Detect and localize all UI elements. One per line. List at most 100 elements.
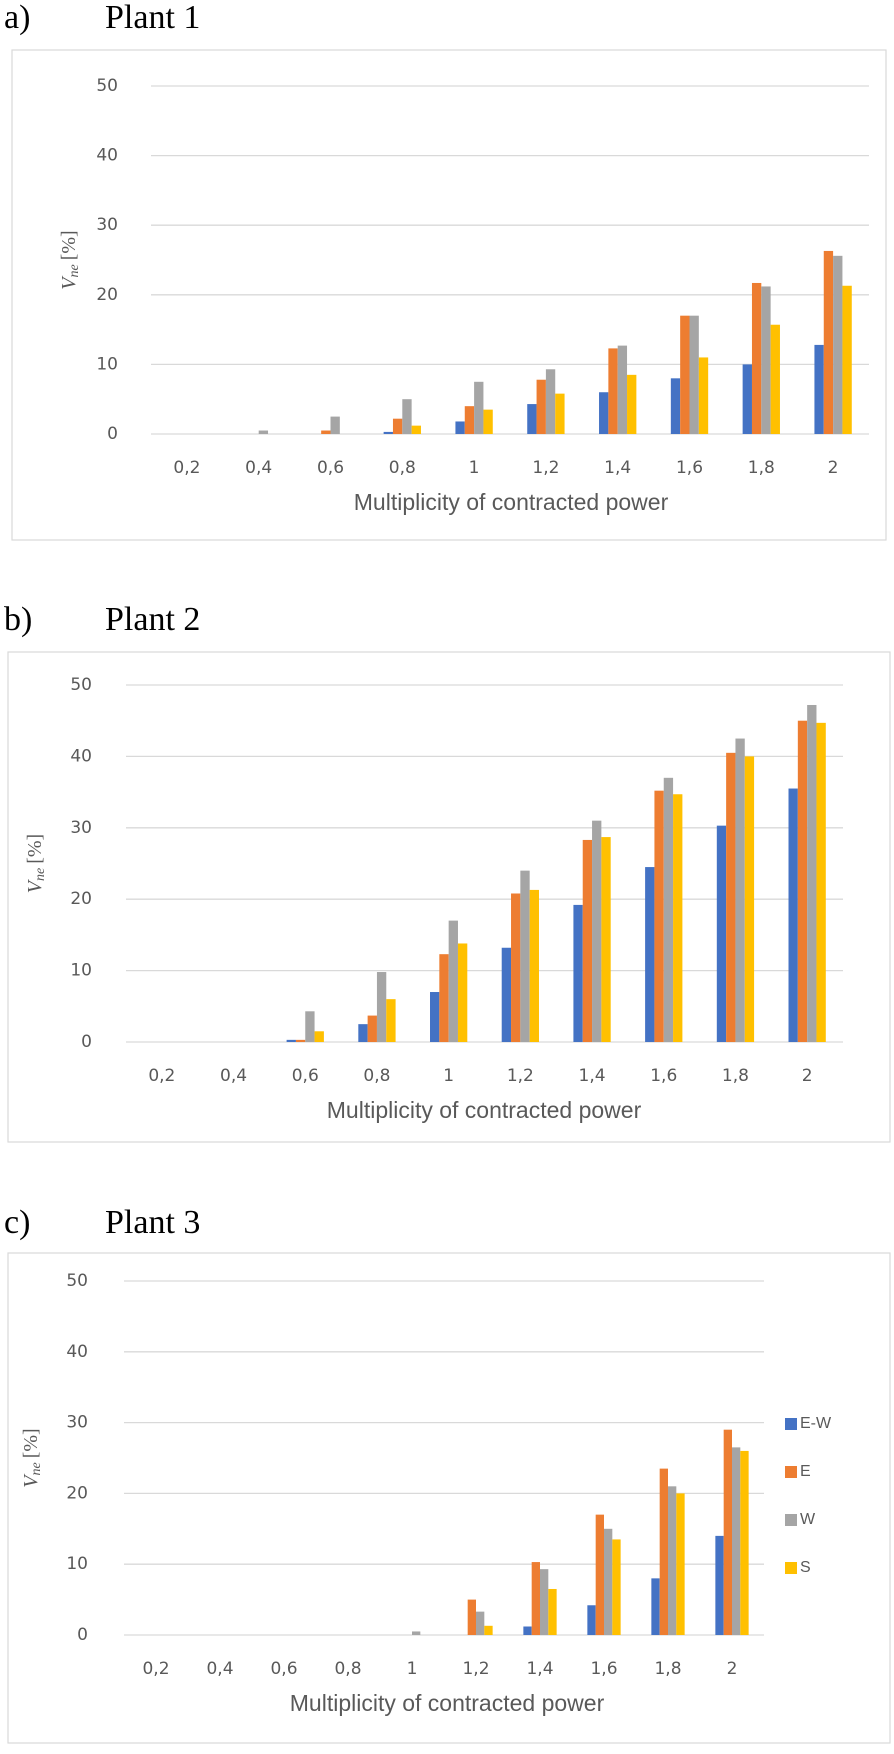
bar [457,943,468,1042]
bar [751,282,762,434]
y-axis-label-part: V [58,275,80,290]
bar [833,255,843,434]
bar [523,1626,532,1635]
y-axis-label-part: V [24,878,46,893]
bar [599,392,609,434]
chart-frame [7,1252,891,1744]
bar [659,1468,668,1635]
y-axis-label-part: [%] [24,834,46,864]
bar [536,379,546,434]
x-tick-label: 0,2 [148,1066,175,1086]
bar [723,1429,732,1635]
x-tick-label: 1,6 [590,1659,617,1679]
bar [761,286,771,434]
bar [545,369,556,434]
y-tick-label: 50 [70,675,92,695]
panel-label: a) [4,0,30,36]
legend-swatch [785,1514,797,1526]
bar [698,357,709,434]
x-tick-label: 0,4 [245,458,272,478]
y-axis-label-part: ne [67,264,82,277]
bar [823,250,834,434]
bar [573,904,583,1042]
y-axis-label-part: V [20,1473,42,1488]
y-axis-label-part: ne [33,868,48,881]
bar [670,378,681,434]
bar [788,788,798,1042]
y-tick-label: 40 [70,746,92,766]
bar [715,1535,724,1635]
x-tick-label: 0,6 [270,1659,297,1679]
panel-title: Plant 1 [105,0,200,36]
bar [501,947,512,1042]
bar [402,399,412,434]
bar [676,1493,685,1635]
bar [474,381,484,434]
x-tick-label: 1,8 [722,1066,749,1086]
bar [411,425,421,434]
y-axis-label-part: [%] [20,1428,42,1458]
panel-label: b) [4,601,32,638]
x-tick-label: 0,8 [389,458,416,478]
bar [726,752,736,1042]
bar [448,920,458,1042]
x-tick-label: 1 [443,1066,454,1086]
y-axis-label-part: ne [29,1462,44,1475]
bar [797,720,808,1042]
bar [455,421,465,434]
bar [527,404,537,434]
y-tick-label: 10 [70,961,92,981]
y-tick-label: 0 [107,424,118,444]
x-tick-label: 1,6 [676,458,703,478]
y-tick-label: 0 [77,1625,88,1645]
y-axis-label-part: [%] [58,230,80,260]
x-tick-label: 1,2 [532,458,559,478]
bar [689,315,699,434]
x-tick-label: 1,8 [748,458,775,478]
legend-label: E-W [800,1415,832,1432]
bar [548,1588,557,1635]
y-tick-label: 10 [96,354,118,374]
y-tick-label: 0 [81,1032,92,1052]
bar [612,1539,621,1635]
legend-label: W [800,1511,816,1528]
bar [392,418,403,434]
bar [520,870,530,1042]
bar [412,1631,421,1635]
bar [668,1486,677,1635]
chart-frame [11,49,887,541]
bar [484,1625,493,1635]
bar [604,1528,613,1635]
x-tick-label: 0,4 [206,1659,233,1679]
bar [383,431,393,434]
y-tick-label: 30 [66,1413,88,1433]
x-tick-label: 0,6 [292,1066,319,1086]
panel-title: Plant 3 [105,1204,200,1241]
y-tick-label: 40 [66,1342,88,1362]
x-tick-label: 0,8 [334,1659,361,1679]
y-tick-label: 50 [66,1271,88,1291]
y-axis-label: Vne [%] [24,834,49,893]
bar [601,837,611,1042]
x-axis-label: Multiplicity of contracted power [327,1097,642,1123]
bar [654,790,664,1042]
x-tick-label: 0,4 [220,1066,247,1086]
legend-swatch [785,1562,797,1574]
bar [295,1039,306,1042]
bar [814,344,824,434]
x-tick-label: 1 [407,1659,418,1679]
bar [367,1015,377,1042]
bar [476,1611,485,1635]
x-axis-label: Multiplicity of contracted power [354,489,669,515]
bar [651,1578,660,1635]
bar [430,992,440,1042]
y-tick-label: 10 [66,1554,88,1574]
bar [842,285,852,434]
x-tick-label: 1,2 [507,1066,534,1086]
x-axis-label: Multiplicity of contracted power [290,1690,605,1716]
y-axis-label: Vne [%] [58,230,83,289]
bar [511,893,521,1042]
bar [742,364,752,434]
x-tick-label: 0,6 [317,458,344,478]
